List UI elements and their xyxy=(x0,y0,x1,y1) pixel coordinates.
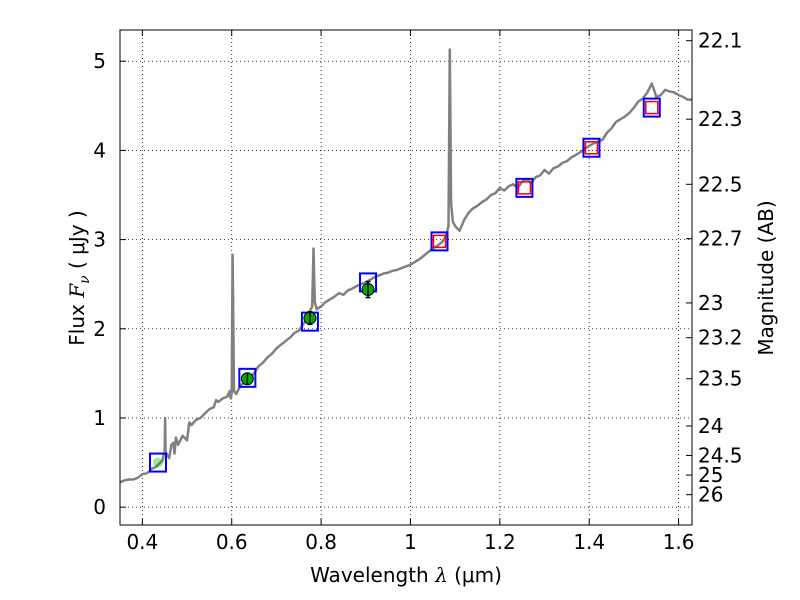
y2-axis-title: Magnitude (AB) xyxy=(754,200,778,355)
x-tick-label: 0.6 xyxy=(216,530,248,554)
y2-tick-label: 24 xyxy=(698,414,723,438)
observed-flux-point xyxy=(152,457,163,468)
y-tick-label: 3 xyxy=(93,228,106,252)
y-tick-label: 0 xyxy=(93,495,106,519)
model-flux-box xyxy=(582,137,601,158)
y2-tick-label: 26 xyxy=(698,483,723,507)
x-axis-title: Wavelength λ (μm) xyxy=(310,563,502,587)
x-tick-label: 1.2 xyxy=(484,530,516,554)
x-tick-label: 1.6 xyxy=(663,530,695,554)
x-tick-label: 0.4 xyxy=(126,530,158,554)
y-tick-label: 1 xyxy=(93,406,106,430)
x-tick-label: 1.4 xyxy=(573,530,605,554)
y2-tick-label: 22.3 xyxy=(698,107,743,131)
observed-flux-square xyxy=(645,100,659,115)
y-tick-label: 4 xyxy=(93,138,106,162)
model-flux-box xyxy=(642,97,661,118)
plot-area xyxy=(120,48,692,484)
model-flux-box xyxy=(430,231,449,252)
y2-tick-label: 22.1 xyxy=(698,29,743,53)
y2-tick-label: 22.5 xyxy=(698,172,743,196)
y-tick-label: 2 xyxy=(93,317,106,341)
grid-lines xyxy=(120,30,692,525)
x-tick-label: 0.8 xyxy=(305,530,337,554)
y2-tick-label: 23.5 xyxy=(698,367,743,391)
y2-tick-label: 22.7 xyxy=(698,227,743,251)
plot-frame xyxy=(119,29,693,526)
y2-tick-label: 23 xyxy=(698,291,723,315)
y-tick-label: 5 xyxy=(93,49,106,73)
y-axis-title: Flux Fν ( μJy ) xyxy=(65,210,93,345)
model-flux-box xyxy=(238,367,257,388)
y2-tick-label: 24.5 xyxy=(698,443,743,467)
observed-flux-square xyxy=(584,140,599,155)
observed-flux-square xyxy=(517,181,532,195)
observed-flux-square xyxy=(432,234,447,249)
model-flux-box xyxy=(515,177,534,198)
x-tick-label: 1 xyxy=(404,530,417,554)
spectrum-line xyxy=(120,48,692,484)
y2-tick-label: 25 xyxy=(698,463,723,487)
axis-ticks: 0.4 0.6 0.8 1 1.2 1.4 1.601234522.122.322.522.… xyxy=(93,29,742,554)
y2-tick-label: 23.2 xyxy=(698,326,743,350)
model-flux-box xyxy=(148,452,167,473)
plot-clipped-group xyxy=(120,48,692,484)
